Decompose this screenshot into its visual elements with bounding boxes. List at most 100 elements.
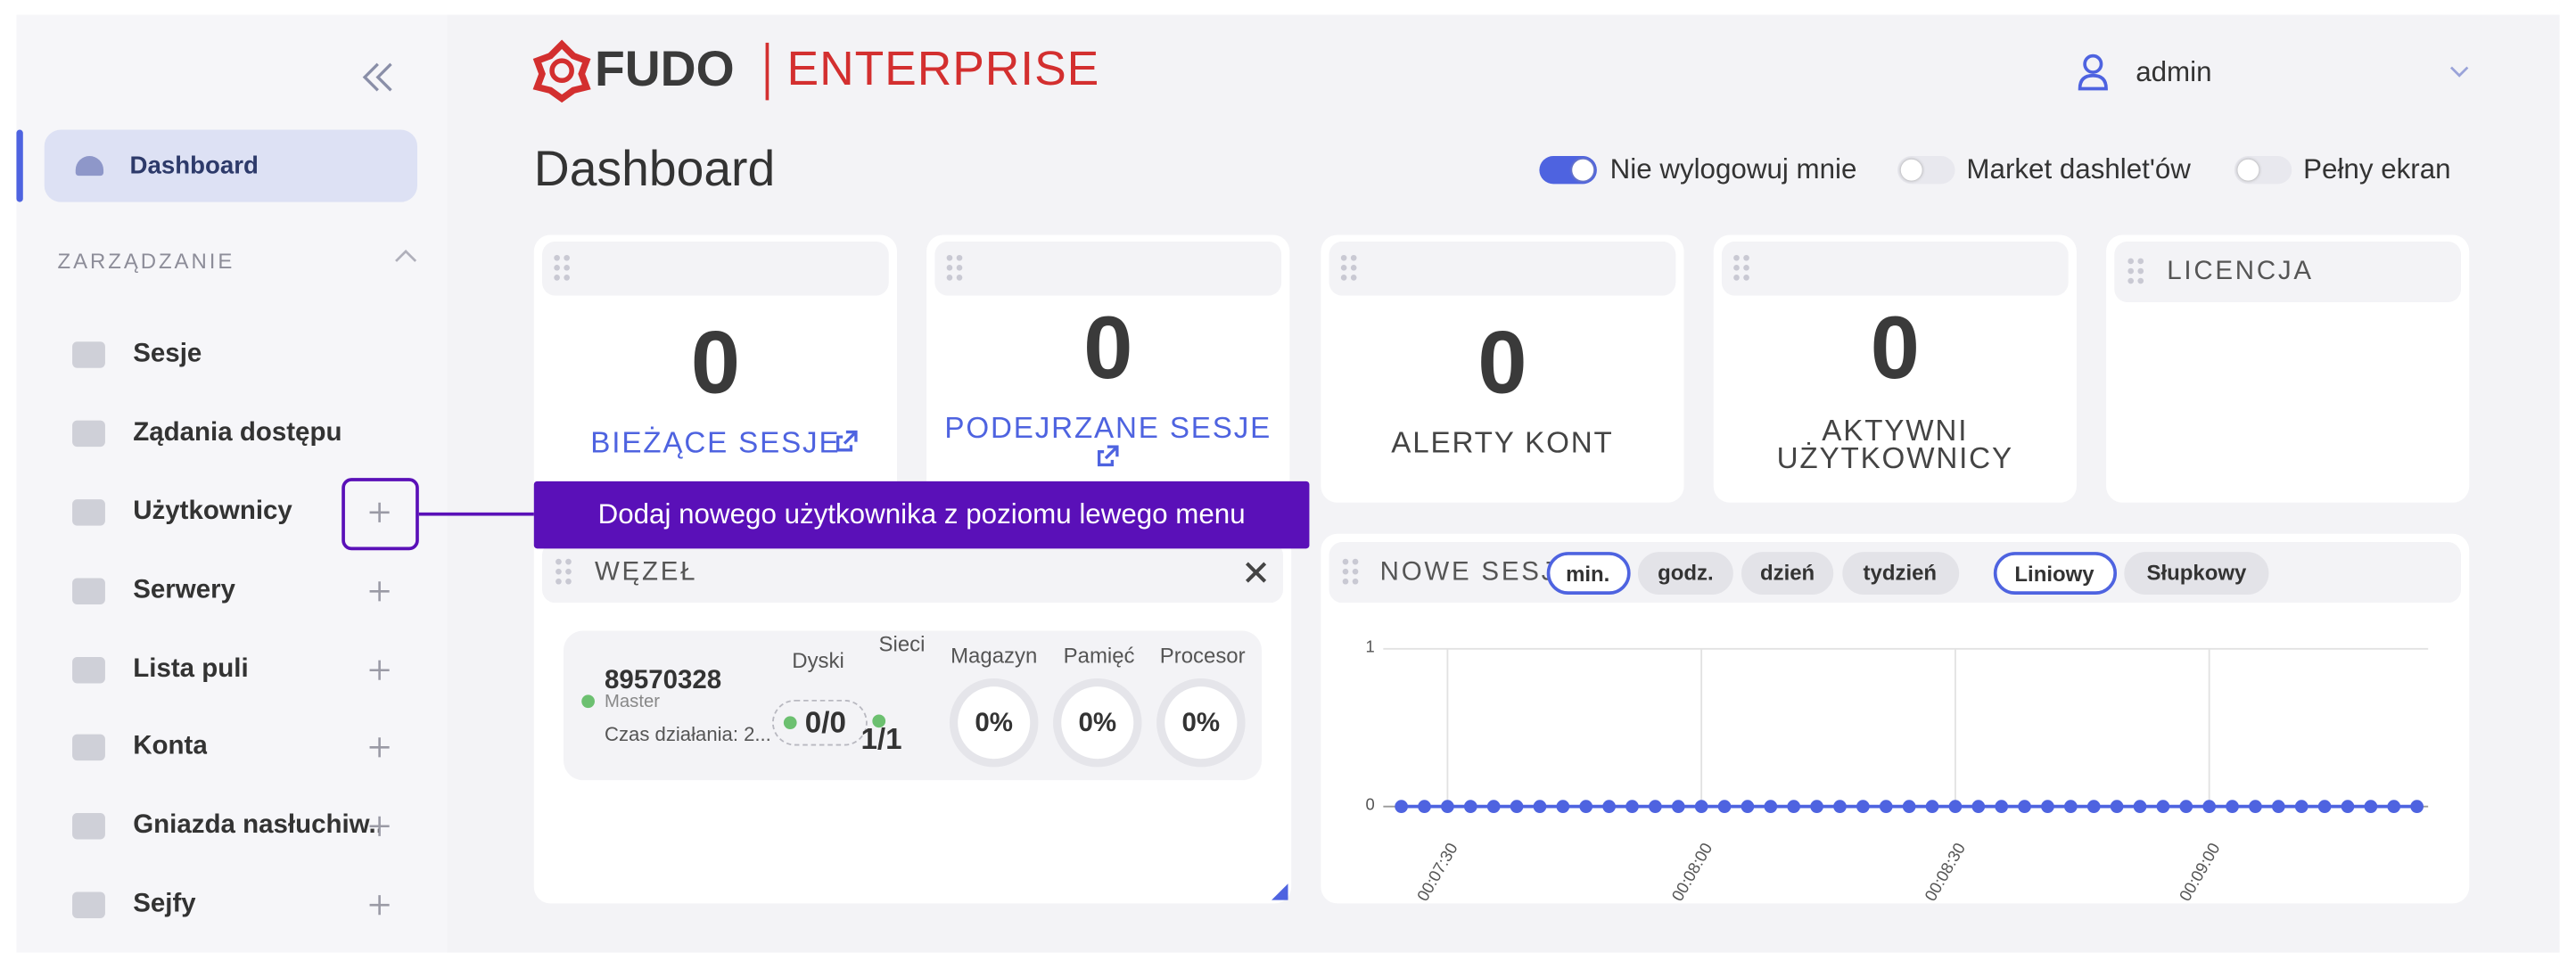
active-item[interactable] <box>44 129 417 202</box>
dot <box>946 265 953 271</box>
toggle-switch[interactable] <box>1539 156 1597 185</box>
menu-label[interactable]: Żądania dostępu <box>133 420 342 448</box>
data-point <box>1463 800 1477 814</box>
menu-icon <box>72 891 105 918</box>
dot <box>1733 275 1740 281</box>
card-header <box>542 241 889 296</box>
dot <box>565 558 572 565</box>
add-button[interactable] <box>369 581 390 602</box>
add-button[interactable] <box>369 816 390 836</box>
plus <box>369 660 390 680</box>
data-point <box>2110 800 2124 814</box>
dot <box>2127 267 2135 275</box>
plus <box>369 737 390 758</box>
card-header <box>1721 241 2069 296</box>
card-header <box>2114 241 2462 303</box>
data-point <box>1486 800 1501 814</box>
logo-icon <box>532 39 591 103</box>
dot <box>1733 265 1740 271</box>
product: ENTERPRISE <box>786 43 1100 96</box>
chevron <box>395 249 417 262</box>
card-header <box>542 542 1283 604</box>
add-button[interactable] <box>369 895 390 916</box>
card-title: WĘZEŁ <box>594 558 698 587</box>
add-button[interactable] <box>369 660 390 680</box>
menu-label[interactable]: Gniazda nasłuchiw... <box>133 813 380 840</box>
disk-pill <box>771 699 868 746</box>
filter-pill[interactable]: Słupkowy <box>2124 552 2269 595</box>
menu-label[interactable]: Dashboard <box>129 152 259 180</box>
user-name[interactable]: admin <box>2136 56 2212 88</box>
external-link-icon <box>1097 445 1118 467</box>
tile-label: ALERTY KONT <box>1391 426 1614 459</box>
node-id: 89570328 <box>605 667 722 695</box>
tile-value: 0 <box>1083 299 1133 398</box>
filter-pill[interactable]: dzień <box>1741 552 1834 595</box>
external-link-icon <box>835 430 857 452</box>
node-role: Master <box>605 692 660 712</box>
column-label: Sieci <box>878 631 926 657</box>
arrow <box>835 430 857 452</box>
toggle-label[interactable]: Market dashlet'ów <box>1966 153 2191 185</box>
dot <box>1350 254 1357 261</box>
toggle-label[interactable]: Pełny ekran <box>2303 153 2451 185</box>
dot <box>1743 254 1749 261</box>
user-menu-chevron <box>2449 66 2469 78</box>
networks-value: 1/1 <box>860 722 902 756</box>
dot <box>565 568 572 575</box>
menu-icon <box>72 656 105 684</box>
dot <box>564 254 570 261</box>
gauge <box>949 678 1039 768</box>
menu-label[interactable]: Użytkownicy <box>133 499 292 526</box>
chevrons <box>362 62 392 92</box>
dot <box>1342 558 1349 565</box>
menu-label[interactable]: Sesje <box>133 341 202 368</box>
data-point <box>1764 800 1778 814</box>
toggle-switch[interactable] <box>2234 156 2292 185</box>
filter-pill[interactable]: godz. <box>1637 552 1733 595</box>
menu-icon <box>72 341 105 368</box>
dot <box>946 254 953 261</box>
dot <box>1352 558 1359 565</box>
tile-label[interactable]: BIEŻĄCE SESJE <box>590 426 841 459</box>
menu-label[interactable]: Konta <box>133 734 208 761</box>
filter-pill[interactable]: tydzień <box>1841 552 1959 595</box>
data-point <box>2133 800 2147 814</box>
toggle-switch[interactable] <box>1897 156 1955 185</box>
toggle-label[interactable]: Nie wylogowuj mnie <box>1609 153 1857 185</box>
data-point <box>2063 800 2078 814</box>
filter-pill[interactable]: Liniowy <box>1992 552 2117 595</box>
data-point <box>1649 800 1662 814</box>
disks-value: 0/0 <box>804 706 846 740</box>
menu-label[interactable]: Serwery <box>133 578 235 605</box>
logo-core <box>549 58 574 84</box>
drag-handle <box>2127 258 2144 284</box>
data-point <box>1810 800 1823 814</box>
data-point <box>2086 800 2101 814</box>
data-point <box>1441 800 1454 814</box>
dot <box>2137 267 2144 275</box>
dot <box>556 558 562 565</box>
head <box>2083 53 2103 74</box>
drag-handle <box>1340 254 1357 281</box>
menu-label[interactable]: Lista puli <box>133 656 249 684</box>
data-point <box>2317 800 2332 814</box>
status-dot <box>872 714 886 728</box>
add-button[interactable] <box>369 502 390 522</box>
close-button[interactable] <box>1246 562 1267 583</box>
menu-label[interactable]: Sejfy <box>133 891 196 918</box>
data-point <box>1971 800 1986 814</box>
page-title: Dashboard <box>533 143 776 198</box>
brand: FUDO <box>594 42 735 97</box>
gauge-value: 0% <box>975 709 1013 738</box>
plus <box>369 502 390 522</box>
data-point <box>1510 800 1524 814</box>
card-header <box>934 241 1282 296</box>
data-point <box>1579 800 1593 814</box>
filter-pill[interactable]: min. <box>1545 552 1630 595</box>
user-icon <box>2078 53 2108 91</box>
dot <box>564 265 570 271</box>
tile-label[interactable]: PODEJRZANE SESJE <box>944 411 1272 445</box>
menu-icon <box>72 499 105 526</box>
add-button[interactable] <box>369 737 390 758</box>
